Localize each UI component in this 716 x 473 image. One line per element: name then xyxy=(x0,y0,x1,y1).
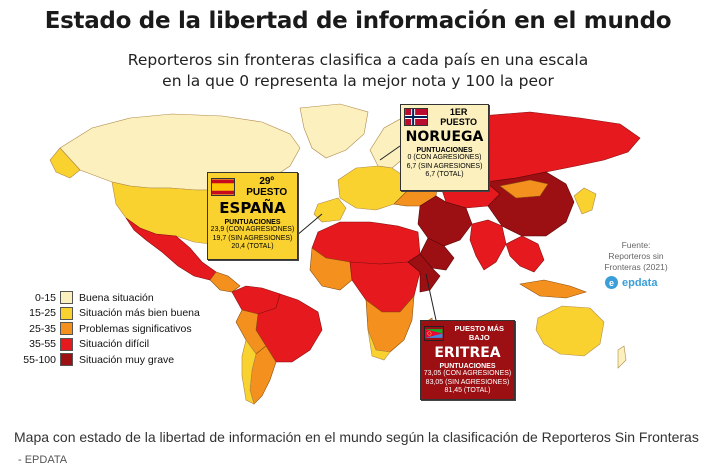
region-korea-japan xyxy=(573,187,597,215)
norway-leader-line xyxy=(379,145,401,161)
region-iberia xyxy=(313,197,347,223)
region-north-africa xyxy=(311,221,421,265)
norway-score-total: 6,7 (TOTAL) xyxy=(425,171,464,178)
norway-flag xyxy=(404,108,429,126)
norway-score-with: 0 (CON AGRESIONES) xyxy=(407,154,482,161)
eritrea-name: ERITREA xyxy=(434,345,501,361)
eritrea-callout: PUESTO MÁS BAJO ERITREA PUNTUACIONES 73,… xyxy=(420,320,515,400)
norway-name: NORUEGA xyxy=(405,129,484,145)
region-south-africa xyxy=(367,329,391,361)
spain-callout: 29º PUESTO ESPAÑA PUNTUACIONES 23,9 (CON… xyxy=(207,172,298,260)
legend-range: 0-15 xyxy=(34,291,56,304)
legend-swatch xyxy=(60,353,73,367)
region-india xyxy=(469,219,507,271)
legend-label: Situación más bien buena xyxy=(79,307,200,320)
legend-range: 25-35 xyxy=(29,322,56,335)
spain-callout-header: 29º PUESTO xyxy=(208,173,297,198)
legend-item: 55-100 Situación muy grave xyxy=(18,352,200,368)
eritrea-rank: PUESTO MÁS BAJO xyxy=(454,324,504,342)
legend-swatch xyxy=(60,291,73,305)
eritrea-flag xyxy=(424,325,444,341)
legend-item: 15-25 Situación más bien buena xyxy=(18,306,200,322)
region-west-africa xyxy=(309,247,353,291)
epdata-logo: e epdata xyxy=(605,276,657,289)
region-mongolia xyxy=(499,179,549,199)
legend-swatch xyxy=(60,337,73,351)
source-line-1: Fuente: xyxy=(621,240,651,250)
spain-rank: 29º PUESTO xyxy=(246,176,288,198)
eritrea-score-without: 83,05 (SIN AGRESIONES) xyxy=(425,378,510,386)
region-alaska xyxy=(49,147,81,179)
region-horn-of-africa xyxy=(407,253,441,293)
norway-callout: 1ER PUESTO NORUEGA PUNTUACIONES 0 (CON A… xyxy=(400,104,489,191)
legend-item: 35-55 Situación difícil xyxy=(18,337,200,353)
epdata-brand: epdata xyxy=(622,276,658,289)
caption-credit: - EPDATA xyxy=(18,454,68,466)
map-subtitle: Reporteros sin fronteras clasifica a cad… xyxy=(0,50,716,92)
region-greenland xyxy=(299,103,369,159)
spain-score-total: 20,4 (TOTAL) xyxy=(231,243,274,250)
spain-leader-line xyxy=(295,213,323,237)
spain-score-with: 23,9 (CON AGRESIONES) xyxy=(210,226,295,233)
norway-score-without: 6,7 (SIN AGRESIONES) xyxy=(406,162,483,170)
legend-swatch xyxy=(60,322,73,336)
spain-name: ESPAÑA xyxy=(219,199,286,217)
caption-text: Mapa con estado de la libertad de inform… xyxy=(14,429,699,445)
spain-flag xyxy=(211,178,236,196)
legend-label: Situación muy grave xyxy=(79,353,175,366)
spain-score-without: 19,7 (SIN AGRESIONES) xyxy=(212,234,293,242)
eritrea-callout-header: PUESTO MÁS BAJO xyxy=(421,321,514,342)
eritrea-score-with: 73,05 (CON AGRESIONES) xyxy=(423,370,512,377)
legend-item: 0-15 Buena situación xyxy=(18,290,200,306)
region-southeast-asia xyxy=(505,235,545,273)
legend-label: Problemas significativos xyxy=(79,322,192,335)
norway-scores-label: PUNTUACIONES xyxy=(416,147,473,154)
region-australia xyxy=(535,305,605,357)
source-line-2: Reporteros sin xyxy=(608,251,664,261)
subtitle-line-1: Reporteros sin fronteras clasifica a cad… xyxy=(127,51,589,69)
map-title: Estado de la libertad de información en … xyxy=(44,8,672,34)
region-indonesia xyxy=(519,279,587,299)
image-caption: Mapa con estado de la libertad de inform… xyxy=(14,427,704,471)
legend-range: 15-25 xyxy=(29,307,56,320)
subtitle-line-2: en la que 0 representa la mejor nota y 1… xyxy=(162,72,554,90)
region-middle-east xyxy=(417,195,473,247)
legend-item: 25-35 Problemas significativos xyxy=(18,321,200,337)
eritrea-leader-line xyxy=(425,273,437,321)
eritrea-scores-label: PUNTUACIONES xyxy=(439,363,496,370)
source-note: Fuente: Reporteros sin Fronteras (2021) xyxy=(598,240,674,273)
eritrea-score-total: 81,45 (TOTAL) xyxy=(444,387,491,394)
legend-swatch xyxy=(60,306,73,320)
legend-label: Situación difícil xyxy=(79,338,150,351)
norway-callout-header: 1ER PUESTO xyxy=(401,105,488,127)
legend-label: Buena situación xyxy=(79,291,154,304)
norway-rank: 1ER PUESTO xyxy=(440,107,478,127)
region-chile xyxy=(241,339,257,405)
legend-range: 55-100 xyxy=(23,353,56,366)
legend-range: 35-55 xyxy=(29,338,56,351)
region-new-zealand xyxy=(617,345,627,369)
spain-scores-label: PUNTUACIONES xyxy=(224,219,281,226)
source-line-3: Fronteras (2021) xyxy=(604,262,668,272)
region-central-america xyxy=(209,271,241,293)
epdata-icon: e xyxy=(605,276,618,289)
legend: 0-15 Buena situación 15-25 Situación más… xyxy=(18,290,200,368)
